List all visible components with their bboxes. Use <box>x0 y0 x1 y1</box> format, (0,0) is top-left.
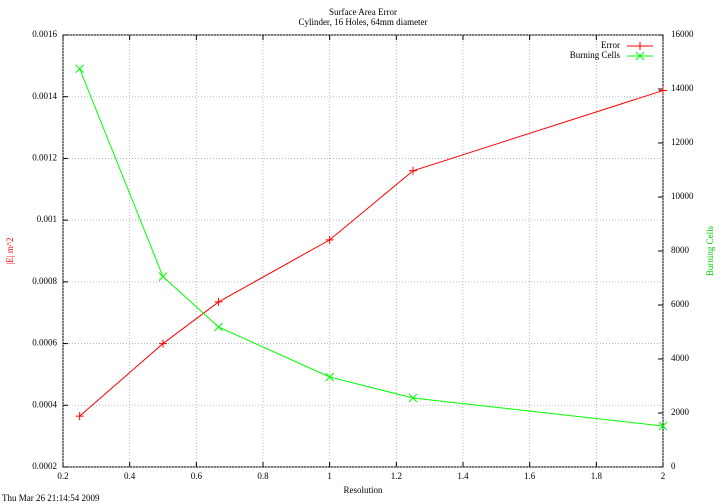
data-point <box>659 86 667 95</box>
data-point <box>159 339 167 348</box>
y-tick-label: 0.0012 <box>32 152 57 162</box>
series-line <box>79 68 664 427</box>
y-axis-label: |E| m^2 <box>5 237 15 264</box>
y2-tick-label: 10000 <box>671 191 694 201</box>
data-point <box>325 235 334 244</box>
series-line <box>79 90 664 417</box>
data-point <box>158 272 168 282</box>
x-tick-label: 0.6 <box>191 471 203 481</box>
x-tick-label: 0.8 <box>257 471 269 481</box>
y2-tick-label: 4000 <box>671 353 690 363</box>
x-tick-label: 1.4 <box>457 471 469 481</box>
x-axis-label: Resolution <box>343 485 383 495</box>
y2-tick-label: 12000 <box>671 137 694 147</box>
timestamp: Thu Mar 26 21:14:54 2009 <box>2 493 100 503</box>
x-tick-label: 0.2 <box>57 471 68 481</box>
x-tick-label: 1.6 <box>524 471 536 481</box>
data-point <box>409 166 417 175</box>
y2-tick-label: 2000 <box>671 407 690 417</box>
y2-tick-label: 16000 <box>671 29 694 39</box>
y2-tick-label: 8000 <box>671 245 690 255</box>
data-point <box>75 64 85 74</box>
legend-label: Burning Cells <box>570 50 621 60</box>
data-point <box>75 412 84 421</box>
y-tick-label: 0.0016 <box>32 29 57 39</box>
data-point <box>658 421 668 431</box>
y2-axis-label: Burning Cells <box>705 225 715 276</box>
y2-tick-label: 6000 <box>671 299 690 309</box>
y-tick-label: 0.0008 <box>32 276 57 286</box>
legend-marker <box>635 51 645 61</box>
chart-title: Surface Area Error <box>329 7 397 17</box>
y-tick-label: 0.0014 <box>32 91 57 101</box>
y-tick-label: 0.0006 <box>32 338 57 348</box>
data-point <box>214 322 223 332</box>
x-tick-label: 0.4 <box>124 471 136 481</box>
y-tick-label: 0.001 <box>37 214 57 224</box>
y-tick-label: 0.0002 <box>32 461 57 471</box>
x-tick-label: 1.8 <box>591 471 603 481</box>
x-tick-label: 1.2 <box>391 471 402 481</box>
y2-tick-label: 14000 <box>671 83 694 93</box>
x-tick-label: 2 <box>661 471 666 481</box>
data-point <box>325 372 335 382</box>
y-tick-label: 0.0004 <box>32 399 57 409</box>
chart-subtitle: Cylinder, 16 Holes, 64mm diameter <box>298 17 427 27</box>
legend-label: Error <box>601 40 620 50</box>
y2-tick-label: 0 <box>671 461 676 471</box>
data-point <box>408 393 418 403</box>
data-point <box>214 297 223 306</box>
legend-marker <box>636 42 644 50</box>
x-tick-label: 1 <box>327 471 332 481</box>
